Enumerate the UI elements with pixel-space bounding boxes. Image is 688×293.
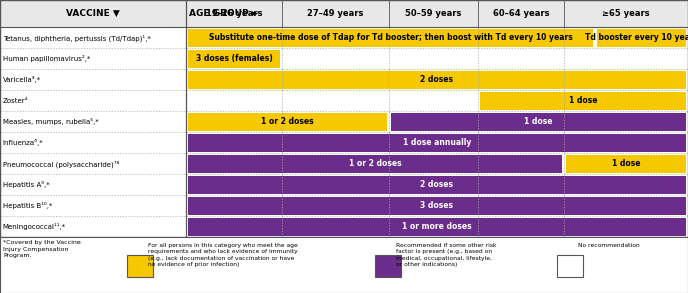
Text: Pneumococcal (polysaccharide)⁷⁸: Pneumococcal (polysaccharide)⁷⁸ xyxy=(3,160,119,168)
Bar xyxy=(566,155,686,173)
Text: 1 or 2 doses: 1 or 2 doses xyxy=(261,117,314,126)
Text: 3 doses: 3 doses xyxy=(420,201,453,210)
Text: Zoster⁴: Zoster⁴ xyxy=(3,98,28,104)
Bar xyxy=(188,197,686,215)
Bar xyxy=(0,27,688,48)
Text: No recommendation: No recommendation xyxy=(578,243,640,248)
Text: For all persons in this category who meet the age
requirements and who lack evid: For all persons in this category who mee… xyxy=(148,243,298,267)
Bar xyxy=(0,90,688,111)
Bar xyxy=(480,92,686,110)
Text: 3 doses (females): 3 doses (females) xyxy=(195,54,272,63)
Bar xyxy=(188,71,686,88)
Text: *Covered by the Vaccine
Injury Compensation
Program.: *Covered by the Vaccine Injury Compensat… xyxy=(3,240,81,258)
Text: Human papillomavirus²,*: Human papillomavirus²,* xyxy=(3,55,90,62)
Text: Influenza⁶,*: Influenza⁶,* xyxy=(3,139,43,146)
Text: ≥65 years: ≥65 years xyxy=(602,9,650,18)
Bar xyxy=(0,48,688,69)
Text: 1 or 2 doses: 1 or 2 doses xyxy=(349,159,401,168)
Bar xyxy=(0,0,688,27)
Bar xyxy=(0,174,688,195)
Text: Hepatitis A⁹,*: Hepatitis A⁹,* xyxy=(3,181,50,188)
Bar xyxy=(557,255,583,277)
Text: 1 dose: 1 dose xyxy=(524,117,552,126)
Text: Recommended if some other risk
factor is present (e.g., based on
medical, occupa: Recommended if some other risk factor is… xyxy=(396,243,496,267)
Bar xyxy=(188,113,387,131)
Text: Tetanus, diphtheria, pertussis (Td/Tdap)¹,*: Tetanus, diphtheria, pertussis (Td/Tdap)… xyxy=(3,34,151,42)
Text: 1 dose: 1 dose xyxy=(569,96,597,105)
Text: 19–26 years: 19–26 years xyxy=(206,9,262,18)
Bar xyxy=(188,50,280,68)
Bar xyxy=(188,134,686,152)
Bar xyxy=(188,218,686,236)
Bar xyxy=(127,255,153,277)
Text: Varicella³,*: Varicella³,* xyxy=(3,76,41,83)
Text: Meningococcal¹¹,*: Meningococcal¹¹,* xyxy=(3,223,66,230)
Bar xyxy=(0,195,688,216)
Text: VACCINE ▼: VACCINE ▼ xyxy=(66,9,120,18)
Text: Measles, mumps, rubella⁵,*: Measles, mumps, rubella⁵,* xyxy=(3,118,98,125)
Text: Hepatitis B¹⁰,*: Hepatitis B¹⁰,* xyxy=(3,202,52,209)
Bar xyxy=(0,216,688,237)
Text: 1 or more doses: 1 or more doses xyxy=(402,222,472,231)
Text: 27–49 years: 27–49 years xyxy=(308,9,363,18)
Text: 2 doses: 2 doses xyxy=(420,180,453,189)
Bar xyxy=(0,132,688,153)
Bar xyxy=(597,29,686,47)
Text: 60–64 years: 60–64 years xyxy=(493,9,550,18)
Bar xyxy=(0,69,688,90)
Text: Substitute one-time dose of Tdap for Td booster; then boost with Td every 10 yea: Substitute one-time dose of Tdap for Td … xyxy=(208,33,572,42)
Bar xyxy=(188,176,686,194)
Text: 1 dose: 1 dose xyxy=(612,159,641,168)
Bar xyxy=(375,255,401,277)
Bar xyxy=(391,113,686,131)
Text: AGE GROUP ►: AGE GROUP ► xyxy=(189,9,259,18)
Bar xyxy=(188,155,562,173)
Bar xyxy=(0,111,688,132)
Text: 50–59 years: 50–59 years xyxy=(405,9,462,18)
Bar xyxy=(188,29,593,47)
Text: 2 doses: 2 doses xyxy=(420,75,453,84)
Text: Td booster every 10 years: Td booster every 10 years xyxy=(585,33,688,42)
Bar xyxy=(0,153,688,174)
Text: 1 dose annually: 1 dose annually xyxy=(402,138,471,147)
